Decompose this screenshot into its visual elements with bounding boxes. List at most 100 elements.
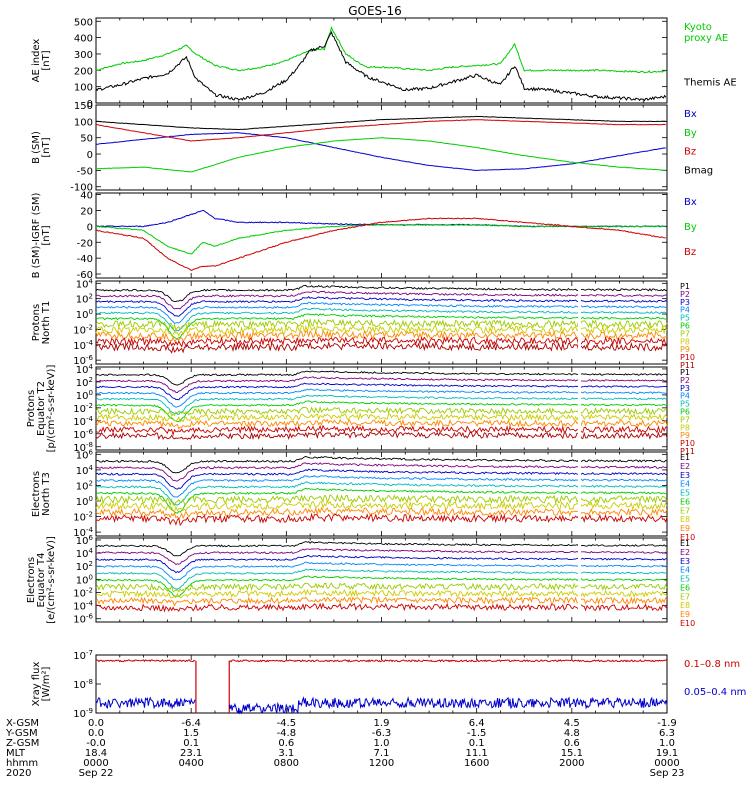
channel-label: E4 xyxy=(680,480,690,489)
x-tick-value: -0.0 xyxy=(86,738,106,749)
x-tick-value: Sep 22 xyxy=(79,768,114,779)
channel-line-p6 xyxy=(95,400,668,423)
x-tick-value: 23.1 xyxy=(180,748,202,759)
y-tick-label: 10-6 xyxy=(73,354,93,367)
channel-label: P8 xyxy=(680,423,690,432)
legend-label: Kyoto xyxy=(684,22,712,33)
xray-line-1 xyxy=(228,696,668,715)
panel-protons_t1: 104 102 100 10-2 10-4 10-6 Protons North T1 P1P2… xyxy=(31,277,695,370)
series-line-kyoto-proxy-ae xyxy=(95,25,666,74)
y-tick-label: 102 xyxy=(76,293,93,306)
series-line-by xyxy=(95,223,666,255)
channel-line-e8 xyxy=(95,589,668,599)
channel-label: E6 xyxy=(680,583,690,592)
y-axis-label: AE index xyxy=(31,39,42,83)
y-tick-label: 0 xyxy=(87,99,93,110)
channel-label: P10 xyxy=(680,353,695,362)
channel-label: P1 xyxy=(680,368,690,377)
data-gap xyxy=(577,282,581,363)
x-tick-value: 7.1 xyxy=(374,748,390,759)
y-tick-label: 10-2 xyxy=(73,511,93,524)
y-tick-label: 400 xyxy=(74,34,93,45)
y-tick-label: 10-4 xyxy=(73,600,93,613)
x-tick-value: 15.1 xyxy=(561,748,583,759)
channel-label: E8 xyxy=(680,601,690,610)
x-tick-value: 4.5 xyxy=(564,718,580,729)
legend-label: By xyxy=(684,128,697,139)
x-tick-value: 0.0 xyxy=(88,718,104,729)
y-tick-label: 104 xyxy=(76,277,94,290)
y-axis-label: Protons xyxy=(31,304,42,341)
x-row-label: hhmm xyxy=(6,758,38,769)
y-tick-label: 10-8 xyxy=(73,678,93,691)
channel-line-e4 xyxy=(95,561,668,581)
channel-label: E8 xyxy=(680,515,690,524)
channel-label: E2 xyxy=(680,548,690,557)
x-tick-value: -4.5 xyxy=(277,718,297,729)
channel-label: E2 xyxy=(680,462,690,471)
channel-line-e3 xyxy=(95,555,668,574)
y-axis-label: Protons xyxy=(26,390,37,427)
channel-line-p8 xyxy=(95,412,668,423)
x-tick-value: -6.4 xyxy=(181,718,201,729)
channel-line-e1 xyxy=(95,455,668,474)
channel-label: E3 xyxy=(680,557,690,566)
chart-title: GOES-16 xyxy=(348,4,402,18)
y-tick-label: 10-8 xyxy=(73,441,93,454)
x-tick-value: 1200 xyxy=(369,758,394,769)
channel-label: P6 xyxy=(680,408,690,417)
channel-line-p3 xyxy=(95,382,668,401)
channel-label: P3 xyxy=(680,298,690,307)
channel-line-p11 xyxy=(95,431,668,441)
y-tick-label: 100 xyxy=(76,389,93,402)
x-tick-value: 11.1 xyxy=(466,748,488,759)
y-tick-label: 100 xyxy=(76,573,93,586)
y-tick-label: -100 xyxy=(70,183,93,194)
xray-line-0 xyxy=(229,659,668,663)
channel-line-e10 xyxy=(95,512,668,527)
y-tick-label: 10-9 xyxy=(73,707,93,720)
y-tick-label: 104 xyxy=(76,363,94,376)
x-tick-value: 3.1 xyxy=(278,748,294,759)
y-tick-label: 10-2 xyxy=(73,402,93,415)
channel-label: P4 xyxy=(680,306,690,315)
y-axis-label: Equator T4 xyxy=(36,553,47,608)
channel-label: P10 xyxy=(680,439,695,448)
legend-label: Bx xyxy=(684,197,697,208)
channel-line-e2 xyxy=(95,548,668,566)
channel-label: E10 xyxy=(680,533,695,542)
channel-line-p2 xyxy=(96,376,668,393)
channel-label: P9 xyxy=(680,431,690,440)
channel-label: E3 xyxy=(680,471,690,480)
channel-label: P1 xyxy=(680,282,690,291)
y-axis-label: [p/(cm²-s-sr-keV)] xyxy=(46,365,57,453)
y-tick-label: 20 xyxy=(80,206,93,217)
channel-line-p1 xyxy=(95,284,668,302)
legend-label: 0.1–0.8 nm xyxy=(684,659,740,670)
series-line-bx xyxy=(95,132,666,171)
y-tick-label: 40 xyxy=(80,191,93,202)
channel-label: P7 xyxy=(680,415,690,424)
y-tick-label: 102 xyxy=(76,560,93,573)
series-line-themis-ae xyxy=(95,30,667,102)
y-tick-label: 50 xyxy=(80,134,93,145)
y-tick-label: 10-4 xyxy=(73,415,93,428)
series-line-bz xyxy=(96,119,666,142)
y-tick-label: 104 xyxy=(76,464,94,477)
channel-label: P2 xyxy=(680,376,690,385)
y-tick-label: 100 xyxy=(76,308,93,321)
y-axis-label: Xray flux xyxy=(31,662,42,707)
y-tick-label: 100 xyxy=(74,117,93,128)
x-tick-value: 0.6 xyxy=(564,738,580,749)
y-tick-label: -20 xyxy=(77,238,93,249)
y-tick-label: 100 xyxy=(76,495,93,508)
x-tick-value: 1.5 xyxy=(183,728,199,739)
channel-line-p7 xyxy=(95,405,668,417)
legend-label: Bz xyxy=(684,147,696,158)
y-tick-label: 150 xyxy=(74,101,93,112)
channel-line-p1 xyxy=(95,370,668,386)
channel-line-e3 xyxy=(95,468,668,490)
